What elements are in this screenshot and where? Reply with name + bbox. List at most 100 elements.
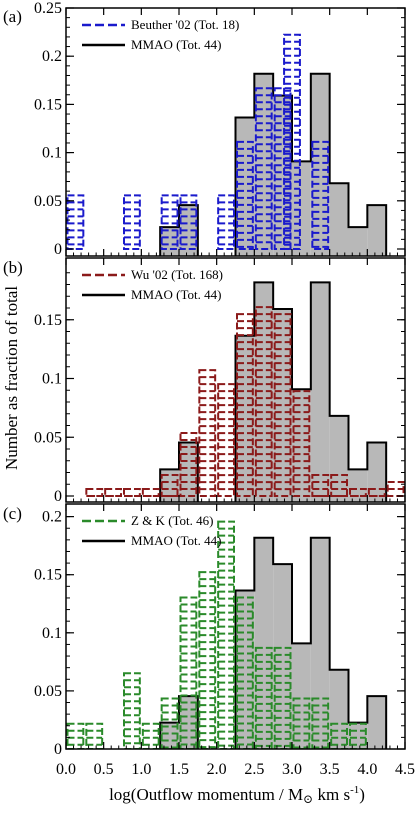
bar-comparison (311, 140, 330, 250)
x-tick-label: 3.5 (320, 761, 340, 778)
y-tick-label: 0.1 (42, 371, 62, 388)
bar-outline (160, 697, 179, 749)
bar-mmao (235, 117, 255, 256)
x-axis-title-exp: -1 (350, 784, 359, 796)
bar-mmao (310, 73, 330, 256)
y-tick-label: 0.05 (34, 429, 62, 446)
bar-comparison (311, 473, 330, 497)
panel-frame (65, 257, 406, 503)
bar-mmao (179, 205, 198, 256)
x-tick-label: 0.0 (56, 761, 76, 778)
bar-comparison (236, 313, 254, 497)
bar-comparison (273, 313, 292, 497)
bar-outline (198, 571, 217, 749)
bar-comparison (85, 487, 104, 498)
bar-mmao (160, 722, 179, 749)
bar-outline (311, 140, 330, 250)
bar-outline (160, 473, 179, 497)
bar-outline (273, 646, 292, 749)
x-tick-label: 2.0 (207, 761, 227, 778)
bar-comparison (123, 672, 141, 749)
bar-mmao (329, 669, 349, 749)
bar-comparison (217, 520, 236, 749)
bar-mmao (367, 696, 387, 749)
bar-comparison (85, 722, 104, 749)
bar-mmao (367, 205, 387, 256)
bar-mmao (292, 161, 311, 256)
bar-mmao (254, 282, 274, 502)
plot-area (85, 281, 405, 502)
bar-comparison (236, 140, 254, 250)
bar-outline (311, 473, 330, 497)
x-tick-label: 2.5 (244, 761, 264, 778)
y-tick-label: 0.1 (42, 625, 62, 642)
bar-outline (330, 473, 348, 497)
bar-outline (66, 194, 85, 250)
plot-area (66, 520, 388, 749)
bar-mmao (179, 442, 198, 502)
bar-mmao (348, 722, 368, 749)
bar-mmao (292, 643, 311, 749)
bar-outline (254, 646, 273, 749)
bar-comparison (66, 722, 85, 749)
y-tick-label: 0.25 (34, 0, 62, 17)
bar-comparison (254, 87, 273, 251)
y-tick-label: 0.1 (42, 145, 62, 162)
bar-outline (85, 487, 104, 498)
panel-frame (65, 503, 406, 750)
bar-outline (179, 432, 198, 497)
x-tick-label: 4.0 (357, 761, 377, 778)
bar-comparison (179, 432, 198, 497)
y-axis-title: Number as fraction of total (2, 286, 21, 470)
series-mmao (159, 281, 388, 502)
x-axis-title-mid: km s (313, 785, 350, 804)
bar-mmao (254, 73, 274, 256)
x-axis-title-sun: ⊙ (303, 792, 313, 806)
bar-comparison (198, 571, 217, 749)
bar-mmao (292, 389, 311, 502)
x-axis-title-suffix: ) (359, 785, 365, 804)
panel-letter: (a) (3, 7, 22, 26)
bar-outline (217, 520, 236, 749)
bar-comparison (104, 487, 122, 498)
bar-comparison (386, 481, 405, 497)
y-tick-label: 0.15 (34, 312, 62, 329)
outline-mmao (159, 281, 388, 502)
legend-label-comparison: Beuther '02 (Tot. 18) (131, 17, 239, 32)
y-tick-label: 0.15 (34, 96, 62, 113)
series-mmao (159, 72, 388, 256)
bar-comparison (141, 487, 160, 498)
bar-outline (292, 697, 311, 749)
bar-mmao (273, 309, 292, 502)
y-tick-label: 0.2 (42, 509, 62, 526)
bar-mmao (160, 469, 179, 502)
x-axis-title: log(Outflow momentum / M⊙ km s-1) (109, 784, 365, 806)
bar-comparison (179, 194, 198, 250)
bar-outline (254, 87, 273, 251)
bar-comparison (292, 390, 311, 498)
panel-b: 0 0.05 0.1 0.15 (b) Wu '02 (Tot. 168) MMAO (To… (3, 257, 406, 505)
bar-comparison (160, 194, 179, 250)
bar-comparison (349, 722, 367, 749)
bar-outline (123, 672, 141, 749)
bar-outline (141, 487, 160, 498)
bar-mmao (235, 335, 255, 502)
bar-comparison (123, 194, 141, 250)
y-tick-label: 0.15 (34, 567, 62, 584)
bar-comparison (330, 722, 348, 749)
legend-label-mmao: MMAO (Tot. 44) (131, 37, 221, 52)
legend-label-comparison: Z & K (Tot. 46) (131, 513, 214, 528)
bar-mmao (367, 442, 387, 502)
bar-outline (311, 697, 330, 749)
y-tick-label: 0.05 (34, 683, 62, 700)
x-tick-label: 4.5 (395, 761, 415, 778)
bar-outline (283, 33, 301, 251)
panel-a: 0 0.05 0.1 0.15 0.2 0.25 (a) Beuther '02 (Tot. … (3, 0, 406, 258)
outline-mmao (159, 72, 388, 256)
bar-mmao (310, 537, 330, 749)
series-comparison (66, 33, 330, 251)
bar-comparison (330, 473, 348, 497)
x-axis-title-prefix: log(Outflow momentum / M (109, 785, 303, 804)
plot-area (66, 33, 388, 256)
bar-comparison (367, 487, 386, 498)
